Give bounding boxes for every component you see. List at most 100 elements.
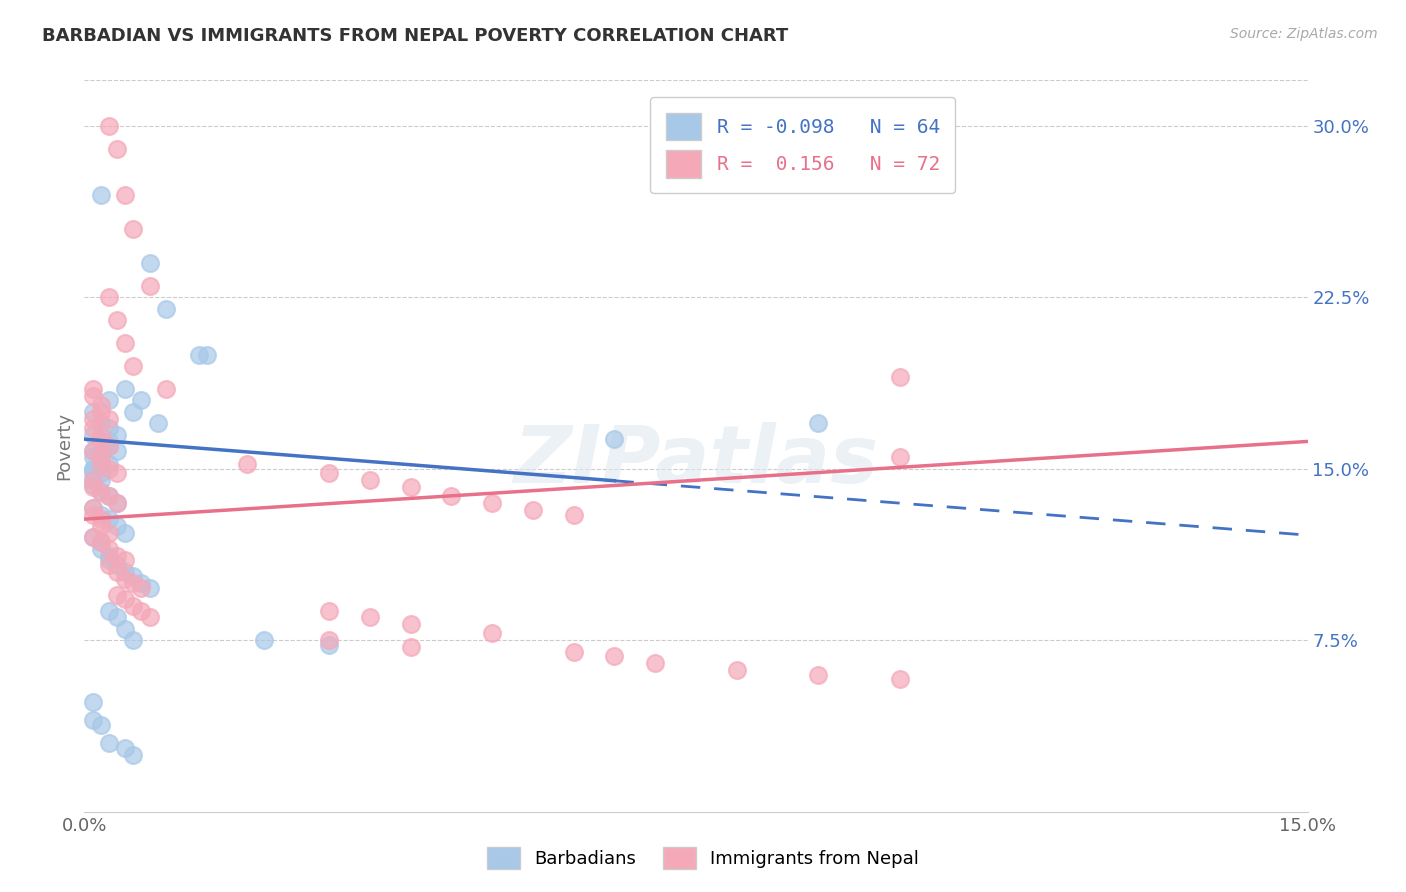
Point xyxy=(105,610,128,624)
Point xyxy=(562,645,585,659)
Point xyxy=(253,633,276,648)
Point xyxy=(97,558,120,572)
Point xyxy=(122,599,145,613)
Point xyxy=(90,541,112,556)
Point xyxy=(90,458,112,472)
Point xyxy=(562,508,585,522)
Point xyxy=(82,389,104,403)
Point xyxy=(155,301,177,316)
Point xyxy=(90,405,112,419)
Point xyxy=(90,484,112,499)
Point xyxy=(82,411,104,425)
Point xyxy=(82,478,104,492)
Point xyxy=(481,626,503,640)
Point xyxy=(97,604,120,618)
Point xyxy=(82,473,104,487)
Point xyxy=(105,496,128,510)
Point xyxy=(105,496,128,510)
Point xyxy=(97,439,120,453)
Point xyxy=(318,633,340,648)
Point xyxy=(318,604,340,618)
Point xyxy=(644,656,666,670)
Point xyxy=(105,443,128,458)
Point xyxy=(82,530,104,544)
Point xyxy=(82,450,104,465)
Point xyxy=(122,747,145,762)
Point xyxy=(97,512,120,526)
Point xyxy=(82,500,104,515)
Point xyxy=(122,569,145,583)
Point xyxy=(138,256,160,270)
Point xyxy=(97,736,120,750)
Point xyxy=(889,370,911,384)
Point xyxy=(97,489,120,503)
Point xyxy=(114,592,136,607)
Point xyxy=(97,119,120,133)
Point xyxy=(90,512,112,526)
Point xyxy=(82,480,104,494)
Point xyxy=(807,667,830,681)
Point xyxy=(122,405,145,419)
Point xyxy=(440,489,463,503)
Point xyxy=(90,467,112,481)
Point xyxy=(122,576,145,591)
Point xyxy=(138,610,160,624)
Point xyxy=(131,604,153,618)
Point xyxy=(90,450,112,465)
Point xyxy=(82,714,104,728)
Point xyxy=(603,649,626,664)
Text: Source: ZipAtlas.com: Source: ZipAtlas.com xyxy=(1230,27,1378,41)
Point xyxy=(90,443,112,458)
Legend: R = -0.098   N = 64, R =  0.156   N = 72: R = -0.098 N = 64, R = 0.156 N = 72 xyxy=(651,97,955,194)
Point xyxy=(82,427,104,442)
Point xyxy=(90,434,112,449)
Point xyxy=(97,290,120,304)
Point xyxy=(114,336,136,351)
Point xyxy=(82,530,104,544)
Point xyxy=(131,581,153,595)
Point xyxy=(97,434,120,449)
Point xyxy=(105,588,128,602)
Point xyxy=(807,416,830,430)
Point xyxy=(122,633,145,648)
Point xyxy=(146,416,169,430)
Point xyxy=(90,427,112,442)
Point xyxy=(97,439,120,453)
Point xyxy=(97,549,120,563)
Point xyxy=(82,462,104,476)
Point xyxy=(114,187,136,202)
Point xyxy=(155,382,177,396)
Point xyxy=(522,503,544,517)
Point xyxy=(138,581,160,595)
Point xyxy=(105,467,128,481)
Point xyxy=(90,535,112,549)
Point xyxy=(318,467,340,481)
Point xyxy=(82,508,104,522)
Point xyxy=(97,421,120,435)
Point xyxy=(97,489,120,503)
Point xyxy=(399,640,422,655)
Point xyxy=(90,519,112,533)
Point xyxy=(105,519,128,533)
Point xyxy=(90,718,112,732)
Point xyxy=(725,663,748,677)
Point xyxy=(114,565,136,579)
Point xyxy=(90,434,112,449)
Point xyxy=(122,359,145,373)
Point xyxy=(97,553,120,567)
Point xyxy=(82,500,104,515)
Point xyxy=(318,638,340,652)
Point xyxy=(114,622,136,636)
Point xyxy=(105,142,128,156)
Point xyxy=(138,279,160,293)
Point xyxy=(131,576,153,591)
Point xyxy=(82,382,104,396)
Point xyxy=(114,525,136,540)
Point xyxy=(399,617,422,632)
Point xyxy=(90,473,112,487)
Point xyxy=(889,672,911,686)
Point xyxy=(97,458,120,472)
Point xyxy=(97,541,120,556)
Point xyxy=(90,450,112,465)
Point xyxy=(97,411,120,425)
